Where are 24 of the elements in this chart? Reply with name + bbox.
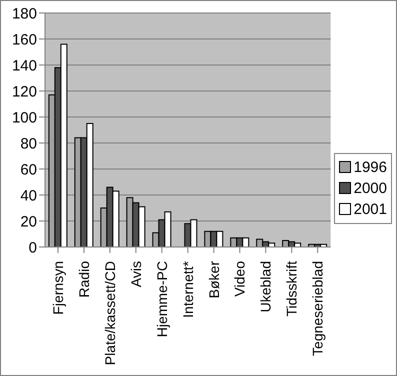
x-tick-label: Plate/kassett/CD [102,261,118,366]
y-tick-label: 180 [12,5,37,22]
legend-label: 2001 [354,200,387,220]
x-tick-label: Radio [76,260,92,298]
legend-label: 2000 [354,178,387,198]
x-tick-label: Tidsskrift [284,260,300,316]
y-tick-label: 60 [20,161,37,178]
y-tick-label: 40 [20,187,37,204]
x-tick-label: Avis [128,261,144,288]
x-tick-label: Video [232,260,248,297]
y-tick-label: 120 [12,83,37,100]
y-tick-label: 0 [28,239,37,256]
x-tick-label: Bøker [206,260,222,298]
x-tick-label: Hjemme-PC [154,261,170,338]
x-tick-label: Fjernsyn [50,261,66,315]
y-tick-label: 100 [12,109,37,126]
y-tick-label: 80 [20,135,37,152]
y-tick-label: 20 [20,213,37,230]
legend-label: 1996 [354,158,387,178]
x-tick-label: Tegneserieblad [310,261,326,356]
y-tick-label: 160 [12,31,37,48]
x-tick-label: Ukeblad [258,261,274,312]
y-tick-label: 140 [12,57,37,74]
x-tick-label: Internett* [180,260,196,318]
